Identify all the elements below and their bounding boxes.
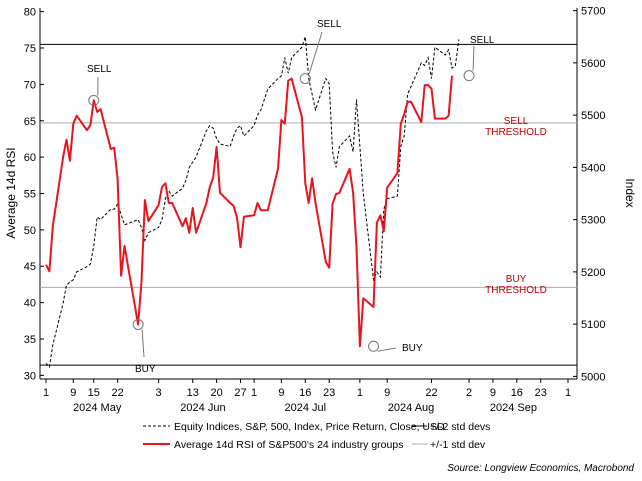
sp500-polyline [45, 36, 460, 369]
buy-threshold-label: BUY THRESHOLD [485, 274, 547, 296]
x-day-label: 2 [466, 387, 472, 399]
x-day-label: 3 [156, 387, 162, 399]
x-day-label: 22 [425, 387, 437, 399]
sell-threshold-line2: THRESHOLD [485, 127, 547, 138]
right-axis-title: Index [623, 178, 637, 207]
rsi-line [45, 75, 453, 348]
left-tick-label: 30 [24, 370, 36, 382]
right-tick-label: 5300 [581, 215, 605, 227]
x-day-label: 1 [357, 387, 363, 399]
legend-label-rsi: Average 14d RSI of S&P500's 24 industry … [174, 439, 403, 451]
x-day-label: 1 [43, 387, 49, 399]
right-axis-ticks: 5700 5600 5500 5400 5300 5200 5100 5000 [573, 6, 605, 383]
signal-leader [472, 45, 475, 71]
left-axis-title: Average 14d RSI [4, 147, 18, 238]
signal-label: SELL [317, 19, 342, 30]
signal-annotations: SELL BUY SELL BUY SELL [87, 19, 495, 375]
source-note: Source: Longview Economics, Macrobond [447, 463, 634, 474]
signal-label: BUY [135, 364, 156, 375]
sell-threshold-line1: SELL [504, 116, 529, 127]
signal-leader [377, 347, 397, 352]
x-day-label: 16 [511, 387, 523, 399]
x-day-label: 22 [112, 387, 124, 399]
right-tick-label: 5700 [581, 6, 605, 18]
x-day-label: 15 [88, 387, 100, 399]
signal-label: SELL [470, 35, 495, 46]
signal-circle [368, 340, 380, 352]
right-tick-label: 5600 [581, 58, 605, 70]
x-day-label: 9 [490, 387, 496, 399]
x-day-label: 1 [565, 387, 571, 399]
right-tick-label: 5000 [581, 371, 605, 383]
left-tick-label: 45 [24, 261, 36, 273]
x-day-label: 13 [187, 387, 199, 399]
signal-circle [88, 94, 100, 106]
signal-label: BUY [402, 343, 423, 354]
x-day-label: 9 [384, 387, 390, 399]
left-tick-label: 55 [24, 189, 36, 201]
x-day-label: 23 [323, 387, 335, 399]
x-day-label: 9 [278, 387, 284, 399]
right-tick-label: 5500 [581, 110, 605, 122]
buy-threshold-line1: BUY [506, 274, 527, 285]
x-day-label: 20 [210, 387, 222, 399]
x-month-label: 2024 Sep [490, 402, 537, 414]
signal-label: SELL [87, 64, 112, 75]
legend-label-2sd: +/-2 std devs [430, 421, 490, 433]
left-tick-label: 80 [24, 7, 36, 19]
legend-label-1sd: +/-1 std dev [430, 439, 486, 451]
left-tick-label: 70 [24, 79, 36, 91]
left-tick-label: 60 [24, 152, 36, 164]
left-tick-label: 50 [24, 225, 36, 237]
left-tick-label: 40 [24, 298, 36, 310]
left-tick-label: 65 [24, 116, 36, 128]
x-day-label: 27 [234, 387, 246, 399]
sp500-line [45, 36, 460, 369]
signal-leader [308, 31, 323, 74]
right-tick-label: 5400 [581, 162, 605, 174]
std-dev-lines [40, 43, 577, 366]
signal-circle [299, 73, 311, 85]
legend-label-sp500: Equity Indices, S&P, 500, Index, Price R… [174, 421, 445, 433]
buy-threshold-line2: THRESHOLD [485, 285, 547, 296]
x-day-label: 1 [251, 387, 257, 399]
signal-leader [141, 329, 145, 358]
x-month-label: 2024 Aug [388, 402, 435, 414]
legend: Equity Indices, S&P, 500, Index, Price R… [143, 421, 490, 451]
x-month-label: 2024 Jul [284, 402, 326, 414]
signal-circle [132, 318, 144, 330]
signal-circle [463, 70, 475, 82]
x-day-label: 9 [70, 387, 76, 399]
plot-frame [39, 8, 578, 380]
sell-threshold-label: SELL THRESHOLD [485, 116, 547, 138]
x-day-label: 16 [299, 387, 311, 399]
left-tick-label: 35 [24, 334, 36, 346]
rsi-polyline [45, 75, 453, 348]
x-month-label: 2024 Jun [180, 402, 225, 414]
x-day-label: 23 [535, 387, 547, 399]
left-axis-ticks: 80 75 70 65 60 55 50 45 40 35 30 [24, 7, 44, 382]
right-tick-label: 5100 [581, 319, 605, 331]
x-month-label: 2024 May [73, 402, 122, 414]
right-tick-label: 5200 [581, 267, 605, 279]
left-tick-label: 75 [24, 43, 36, 55]
